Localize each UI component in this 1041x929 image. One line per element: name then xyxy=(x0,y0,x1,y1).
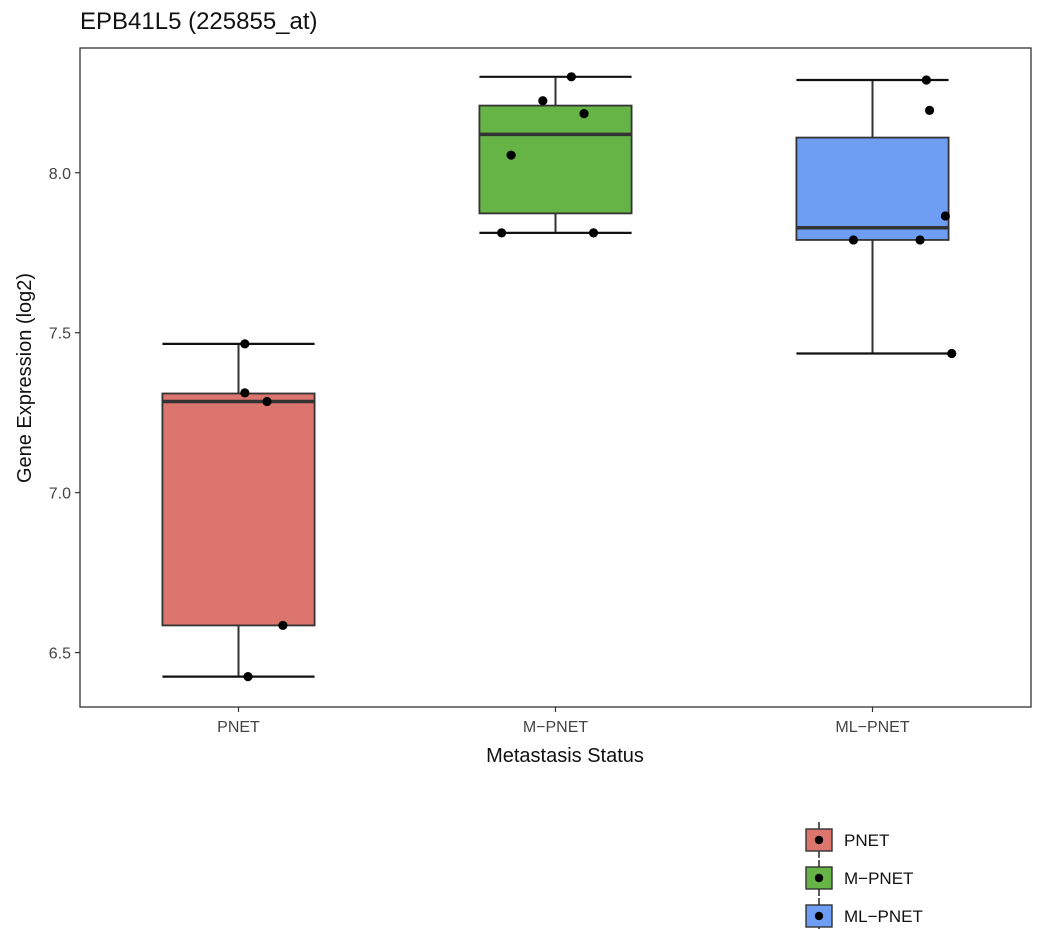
y-tick-label: 7.0 xyxy=(49,486,71,503)
x-tick-label: ML−PNET xyxy=(835,719,909,736)
data-point xyxy=(921,75,931,85)
legend-label: M−PNET xyxy=(844,869,913,888)
data-point xyxy=(848,235,859,245)
box-body xyxy=(478,104,633,215)
y-tick-label: 8.0 xyxy=(49,166,71,183)
legend-key-point xyxy=(814,835,824,845)
boxes-layer xyxy=(161,72,957,682)
data-point xyxy=(497,228,507,238)
data-point xyxy=(240,339,250,349)
x-axis-title: Metastasis Status xyxy=(486,745,644,767)
data-point xyxy=(924,105,935,115)
x-tick-label: PNET xyxy=(217,719,260,736)
box-group xyxy=(161,339,316,682)
legend-key-point xyxy=(814,911,824,921)
x-tick-label: M−PNET xyxy=(523,719,589,736)
y-tick-label: 7.5 xyxy=(49,326,71,343)
data-point xyxy=(588,228,599,238)
data-point xyxy=(243,672,253,682)
box-body xyxy=(795,136,950,241)
data-point xyxy=(262,396,272,407)
legend-label: PNET xyxy=(844,831,889,850)
legend-item: PNET xyxy=(805,822,889,858)
data-point xyxy=(566,72,576,82)
legend: PNET M−PNET ML−PNET xyxy=(805,822,923,929)
data-point xyxy=(240,388,250,398)
chart-title: EPB41L5 (225855_at) xyxy=(80,8,318,35)
data-point xyxy=(947,348,957,359)
data-point xyxy=(940,211,951,221)
legend-item: M−PNET xyxy=(805,860,913,896)
axes-layer: 6.5 7.0 7.5 8.0 PNET M−PNET ML−PNET xyxy=(49,166,910,736)
data-point xyxy=(915,235,925,245)
y-tick-label: 6.5 xyxy=(49,646,71,663)
y-axis-title: Gene Expression (log2) xyxy=(14,273,36,483)
box-body xyxy=(161,392,316,627)
data-point xyxy=(538,96,548,106)
box-group xyxy=(795,75,957,359)
data-point xyxy=(278,620,288,631)
data-point xyxy=(579,108,589,119)
legend-label: ML−PNET xyxy=(844,907,923,926)
data-point xyxy=(506,150,516,160)
legend-key-point xyxy=(814,873,824,883)
legend-item: ML−PNET xyxy=(805,898,923,929)
box-group xyxy=(478,72,633,238)
